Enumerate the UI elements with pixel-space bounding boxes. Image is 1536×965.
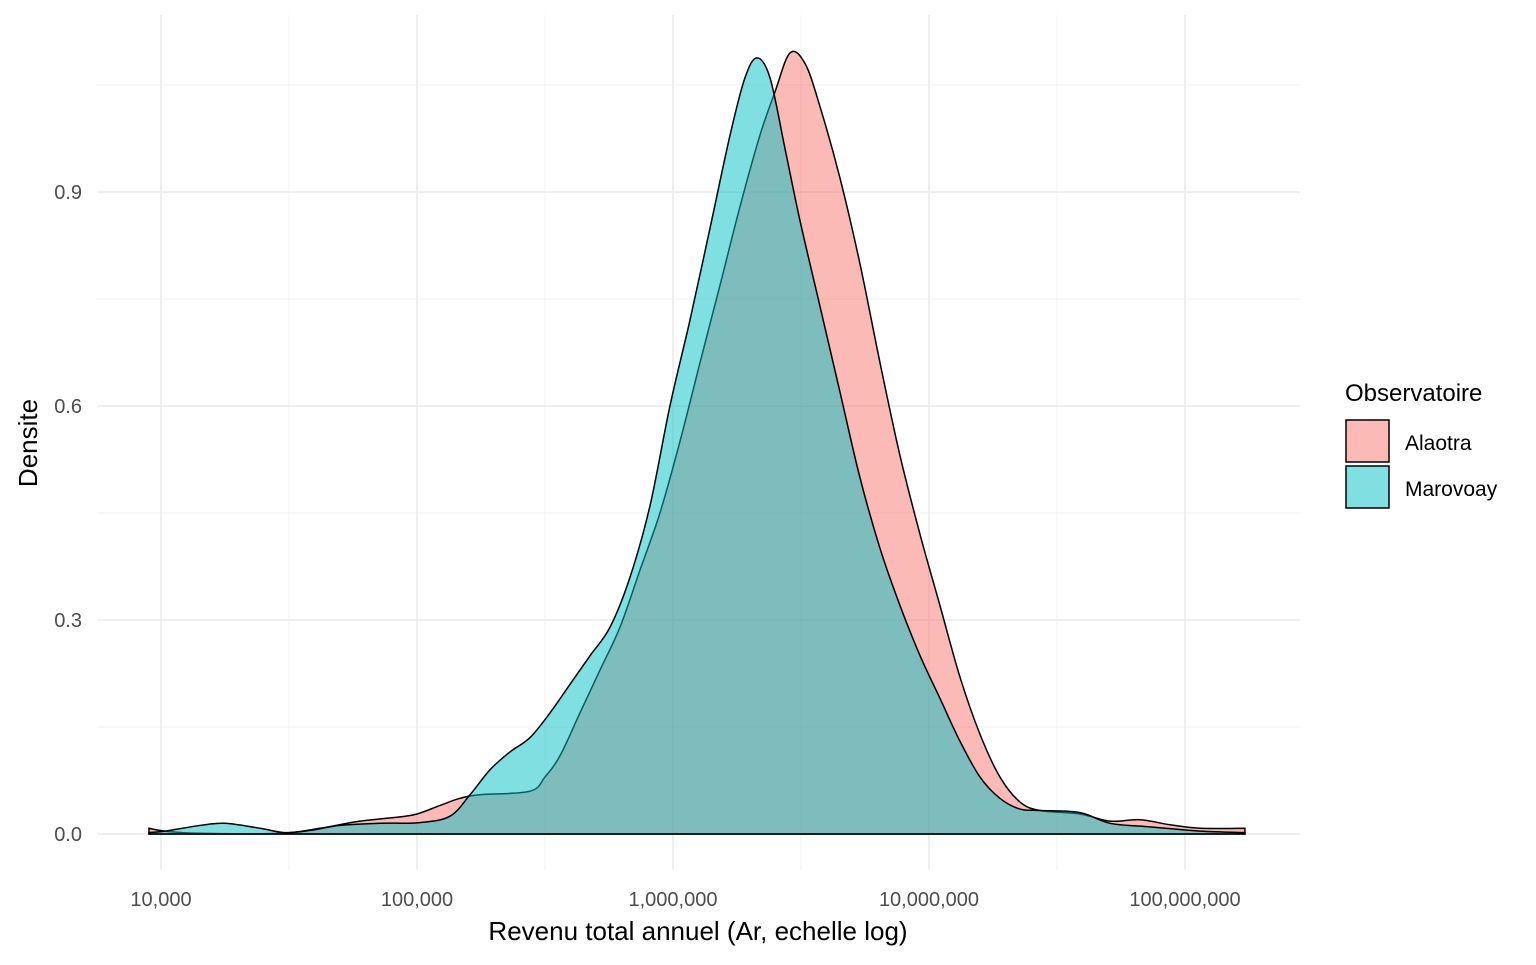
x-tick-label: 1,000,000 [629, 889, 718, 911]
legend-label-marovoay: Marovoay [1405, 478, 1498, 501]
x-tick-label: 100,000 [381, 889, 453, 911]
y-axis-ticks: 0.0 0.3 0.6 0.9 [54, 182, 82, 846]
x-tick-label: 10,000 [130, 889, 191, 911]
legend-key-marovoay [1345, 465, 1390, 509]
y-tick-label: 0.3 [54, 610, 82, 632]
x-tick-label: 10,000,000 [879, 889, 979, 911]
y-tick-label: 0.0 [54, 824, 82, 846]
legend-label-alaotra: Alaotra [1405, 432, 1472, 455]
x-tick-label: 100,000,000 [1129, 889, 1240, 911]
y-axis-label: Densite [13, 399, 43, 487]
density-area-marovoay [148, 57, 1246, 835]
legend-key-alaotra [1345, 419, 1390, 463]
legend-title: Observatoire [1345, 380, 1482, 407]
y-tick-label: 0.6 [54, 396, 82, 418]
y-tick-label: 0.9 [54, 182, 82, 204]
x-axis-label: Revenu total annuel (Ar, echelle log) [488, 916, 907, 946]
density-areas [148, 50, 1246, 835]
x-axis-ticks: 10,000 100,000 1,000,000 10,000,000 100,000,… [130, 889, 1240, 911]
legend: Observatoire Alaotra Marovoay [1345, 380, 1498, 509]
